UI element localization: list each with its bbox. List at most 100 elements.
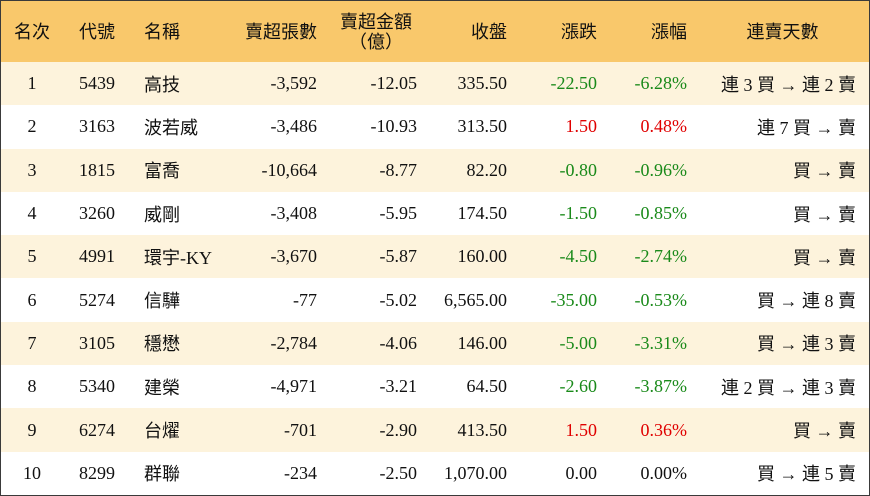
- table-row: 5 4991 環宇-KY -3,670 -5.87 160.00 -4.50 -2.74% 買 …: [1, 235, 869, 279]
- net-sell-amount-cell: -5.95: [379, 203, 418, 224]
- sell-streak-cell: 連 7 買 → 賣: [757, 117, 856, 138]
- close-cell: 413.50: [426, 408, 516, 452]
- change-pct-cell: -3.87%: [634, 376, 688, 397]
- change-cell: 1.50: [516, 408, 606, 452]
- name-cell: 台燿: [131, 408, 231, 452]
- rank-cell: 10: [23, 462, 41, 483]
- code-cell: 3105: [63, 321, 131, 366]
- name-cell: 環宇-KY: [131, 235, 231, 279]
- rank-cell: 9: [1, 408, 63, 452]
- change-pct-cell: -0.96%: [606, 148, 696, 192]
- name-cell: 威剛: [144, 204, 180, 225]
- net-sell-amount-cell: -10.93: [370, 116, 418, 137]
- sell-streak-cell: 買 → 賣: [696, 235, 869, 279]
- change-pct-cell: -0.85%: [634, 203, 688, 224]
- close-cell: 6,565.00: [444, 289, 507, 310]
- change-pct-cell: 0.00%: [640, 462, 688, 483]
- header-code: 代號: [63, 1, 131, 62]
- net-sell-lots-cell: -3,592: [231, 62, 326, 106]
- net-sell-lots-cell: -4,971: [270, 376, 318, 397]
- change-cell: -35.00: [550, 289, 598, 310]
- rank-cell: 3: [1, 148, 63, 192]
- code-cell: 6274: [63, 408, 131, 452]
- rank-cell: 1: [1, 62, 63, 106]
- change-pct-cell: -3.31%: [606, 321, 696, 366]
- net-sell-lots-cell: -3,486: [270, 116, 318, 137]
- header-close: 收盤: [426, 1, 516, 62]
- code-cell: 8299: [79, 462, 115, 483]
- name-cell: 波若威: [144, 117, 198, 138]
- code-cell: 5274: [79, 289, 115, 310]
- net-sell-amount-cell: -5.87: [326, 235, 426, 279]
- header-sell-streak: 連賣天數: [696, 1, 869, 62]
- sell-streak-cell: 連 3 買 → 連 2 賣: [696, 62, 869, 106]
- close-cell: 1,070.00: [444, 462, 507, 483]
- table-row: 8 5340 建榮 -4,971 -3.21 64.50 -2.60 -3.87% 連 2 買 …: [1, 365, 869, 408]
- table-row: 4 3260 威剛 -3,408 -5.95 174.50 -1.50 -0.85% 買 → 賣: [1, 192, 869, 235]
- header-change-pct: 漲幅: [606, 1, 696, 62]
- rank-cell: 6: [27, 289, 37, 310]
- name-cell: 群聯: [144, 464, 180, 485]
- code-cell: 3163: [79, 116, 115, 137]
- code-cell: 3260: [79, 203, 115, 224]
- net-sell-lots-cell: -3,670: [231, 235, 326, 279]
- table-row: 2 3163 波若威 -3,486 -10.93 313.50 1.50 0.48% 連 7 買…: [1, 105, 869, 148]
- header-change: 漲跌: [516, 1, 606, 62]
- table-row: 3 1815 富喬 -10,664 -8.77 82.20 -0.80 -0.96% 買 → 賣: [1, 148, 869, 192]
- sell-streak-cell: 買 → 賣: [696, 408, 869, 452]
- name-cell: 信驊: [144, 291, 180, 312]
- name-cell: 高技: [131, 62, 231, 106]
- table-row: 9 6274 台燿 -701 -2.90 413.50 1.50 0.36% 買 → 賣: [1, 408, 869, 452]
- net-sell-lots-cell: -3,408: [270, 203, 318, 224]
- code-cell: 5439: [63, 62, 131, 106]
- table-row: 10 8299 群聯 -234 -2.50 1,070.00 0.00 0.00% 買 → 連 …: [1, 452, 869, 495]
- code-cell: 1815: [63, 148, 131, 192]
- code-cell: 5340: [79, 376, 115, 397]
- header-row: 名次 代號 名稱 賣超張數 賣超金額 （億） 收盤 漲跌 漲幅 連賣天數: [1, 1, 869, 62]
- change-cell: -4.50: [516, 235, 606, 279]
- close-cell: 335.50: [426, 62, 516, 106]
- change-cell: -2.60: [559, 376, 598, 397]
- table-row: 6 5274 信驊 -77 -5.02 6,565.00 -35.00 -0.53% 買 → 連…: [1, 278, 869, 321]
- header-rank: 名次: [1, 1, 63, 62]
- change-pct-cell: -2.74%: [606, 235, 696, 279]
- name-cell: 穩懋: [131, 321, 231, 366]
- header-net-sell-amount: 賣超金額 （億）: [326, 1, 426, 62]
- name-cell: 建榮: [144, 377, 180, 398]
- change-pct-cell: -0.53%: [634, 289, 688, 310]
- change-cell: 1.50: [565, 116, 598, 137]
- close-cell: 174.50: [457, 203, 508, 224]
- rank-cell: 7: [1, 321, 63, 366]
- rank-cell: 2: [27, 116, 37, 137]
- net-sell-amount-cell: -5.02: [379, 289, 418, 310]
- rank-cell: 8: [27, 376, 37, 397]
- change-cell: -5.00: [516, 321, 606, 366]
- net-sell-amount-cell: -2.50: [379, 462, 418, 483]
- change-pct-cell: -6.28%: [606, 62, 696, 106]
- change-cell: 0.00: [565, 462, 598, 483]
- sell-streak-cell: 買 → 連 8 賣: [757, 291, 856, 312]
- sell-streak-cell: 連 2 買 → 連 3 賣: [721, 377, 856, 398]
- net-sell-amount-cell: -3.21: [379, 376, 418, 397]
- header-net-sell-lots: 賣超張數: [231, 1, 326, 62]
- net-sell-amount-cell: -12.05: [326, 62, 426, 106]
- sell-streak-cell: 買 → 連 5 賣: [757, 464, 856, 485]
- close-cell: 64.50: [466, 376, 508, 397]
- close-cell: 146.00: [426, 321, 516, 366]
- close-cell: 160.00: [426, 235, 516, 279]
- change-cell: -1.50: [559, 203, 598, 224]
- sell-streak-cell: 買 → 連 3 賣: [696, 321, 869, 366]
- net-sell-lots-cell: -701: [231, 408, 326, 452]
- name-cell: 富喬: [131, 148, 231, 192]
- close-cell: 313.50: [457, 116, 508, 137]
- change-cell: -22.50: [516, 62, 606, 106]
- net-sell-lots-cell: -2,784: [231, 321, 326, 366]
- rank-cell: 4: [27, 203, 37, 224]
- rank-cell: 5: [1, 235, 63, 279]
- net-sell-lots-cell: -10,664: [231, 148, 326, 192]
- sell-streak-cell: 買 → 賣: [696, 148, 869, 192]
- change-pct-cell: 0.36%: [606, 408, 696, 452]
- table-row: 7 3105 穩懋 -2,784 -4.06 146.00 -5.00 -3.31% 買 → 連…: [1, 321, 869, 366]
